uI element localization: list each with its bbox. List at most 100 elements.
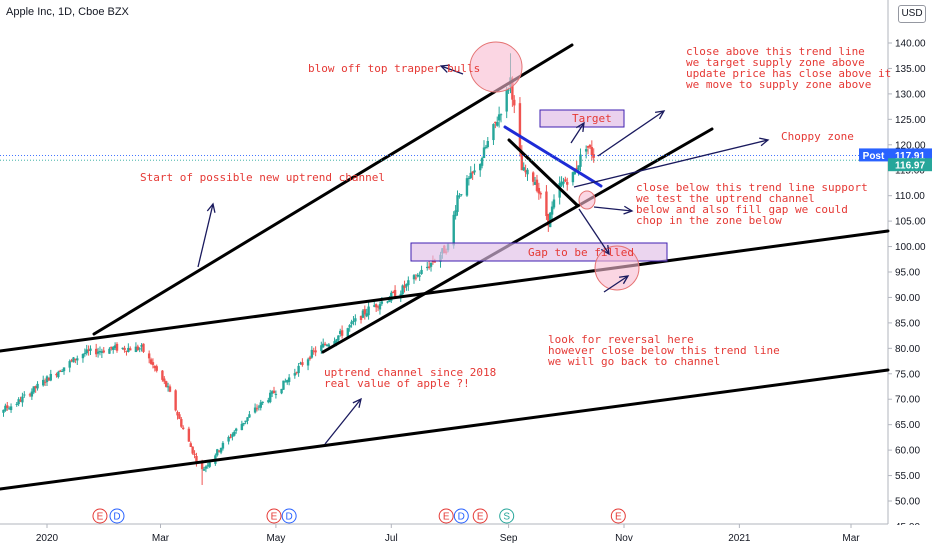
- candle-body: [373, 305, 376, 307]
- candle-body: [545, 191, 548, 217]
- candle-body: [191, 446, 194, 454]
- annotation-uptrend-2018: uptrend channel since 2018: [324, 366, 496, 379]
- event-marker[interactable]: [438, 508, 454, 524]
- event-marker-label: D: [458, 512, 465, 523]
- candle-body: [320, 345, 323, 351]
- candle-body: [161, 370, 164, 380]
- candle-body: [301, 362, 304, 366]
- candle-body: [426, 266, 429, 269]
- candle-body: [361, 310, 365, 318]
- candle-body: [393, 289, 397, 298]
- candle-body: [526, 169, 529, 175]
- y-tick-label: 95.00: [895, 268, 920, 279]
- candle-body: [168, 386, 172, 392]
- x-tick-label: Jul: [385, 533, 398, 544]
- post-price-tag: [888, 148, 932, 162]
- candle-body: [45, 376, 49, 383]
- y-tick-label: 85.00: [895, 318, 920, 329]
- candle-body: [496, 122, 499, 126]
- candle-body: [511, 78, 514, 100]
- arrow: [655, 110, 666, 120]
- candle-body: [573, 169, 577, 175]
- annotation-close-above: close above this trend line: [686, 45, 865, 58]
- candle-body: [492, 124, 495, 141]
- annotation-close-below: chop in the zone below: [636, 214, 782, 227]
- candle-body: [533, 182, 537, 185]
- candle-body: [269, 392, 272, 403]
- candle-body: [85, 349, 88, 354]
- event-marker[interactable]: [472, 508, 488, 524]
- candle-body: [219, 447, 223, 453]
- x-tick-label: 2021: [728, 533, 751, 544]
- candle-body: [221, 442, 225, 449]
- arrow: [618, 275, 630, 285]
- x-tick-label: Mar: [842, 533, 860, 544]
- support-ellipse: [578, 190, 596, 210]
- candle-body: [287, 377, 291, 382]
- currency-button[interactable]: USD: [898, 5, 926, 23]
- post-label: Post: [863, 151, 885, 162]
- candle-body: [189, 443, 192, 448]
- event-marker[interactable]: [266, 508, 282, 524]
- trend-lines: [0, 43, 890, 491]
- arrow: [600, 244, 610, 256]
- event-marker[interactable]: [499, 508, 515, 524]
- candle-body: [552, 199, 556, 208]
- candle-body: [57, 371, 60, 378]
- x-tick-label: Sep: [500, 533, 518, 544]
- candle-body: [340, 330, 344, 336]
- new-channel-lower-line: [321, 127, 714, 354]
- candle-body: [6, 405, 9, 408]
- post-price-value: 117.91: [895, 151, 925, 162]
- blow-off-ellipse: [469, 41, 523, 93]
- candle-body: [200, 461, 204, 470]
- candle-body: [586, 145, 590, 148]
- event-marker[interactable]: [109, 508, 125, 524]
- y-tick-label: 75.00: [895, 369, 920, 380]
- y-tick-label: 50.00: [895, 497, 920, 508]
- candle-body: [590, 147, 594, 155]
- candle-body: [535, 179, 539, 191]
- candle-body: [337, 335, 340, 341]
- candle-body: [420, 269, 423, 275]
- candle-body: [87, 349, 90, 351]
- candle-body: [571, 172, 575, 183]
- reversal-ellipse: [594, 245, 640, 291]
- event-marker[interactable]: [453, 508, 469, 524]
- event-marker-label: E: [271, 512, 278, 523]
- annotation-close-below: below and also fill gap we could: [636, 203, 848, 216]
- event-marker[interactable]: [281, 508, 297, 524]
- candle-body: [550, 206, 554, 215]
- wedge-lower-line: [507, 138, 579, 207]
- candle-body: [513, 99, 516, 106]
- x-axis-ticks: 2020 Mar May Jul Sep Nov 2021 Mar: [0, 524, 932, 550]
- candle-body: [4, 405, 7, 411]
- candle-body: [166, 386, 170, 388]
- annotation-shapes: [197, 41, 770, 445]
- candle-body: [217, 450, 221, 452]
- channel-2018-lower-line: [0, 368, 890, 491]
- candle-body: [531, 172, 535, 182]
- annotation-reversal: we will go back to channel: [548, 355, 720, 368]
- candle-body: [138, 348, 141, 350]
- event-marker[interactable]: [610, 508, 626, 524]
- candle-body: [482, 147, 486, 159]
- candle-body: [497, 114, 501, 121]
- candle-body: [325, 345, 329, 347]
- candle-body: [429, 262, 433, 267]
- candle-body: [55, 373, 58, 376]
- candle-body: [588, 145, 592, 148]
- candle-body: [204, 466, 208, 469]
- annotation-reversal: look for reversal here: [548, 333, 694, 346]
- candle-body: [164, 381, 168, 387]
- candle-body: [125, 350, 128, 352]
- candle-body: [43, 381, 47, 383]
- candle-body: [333, 341, 336, 346]
- event-marker[interactable]: [92, 508, 108, 524]
- candle-body: [520, 152, 524, 171]
- candle-body: [174, 390, 177, 411]
- candle-body: [282, 380, 285, 390]
- candle-body: [405, 283, 408, 287]
- candle-body: [312, 350, 315, 352]
